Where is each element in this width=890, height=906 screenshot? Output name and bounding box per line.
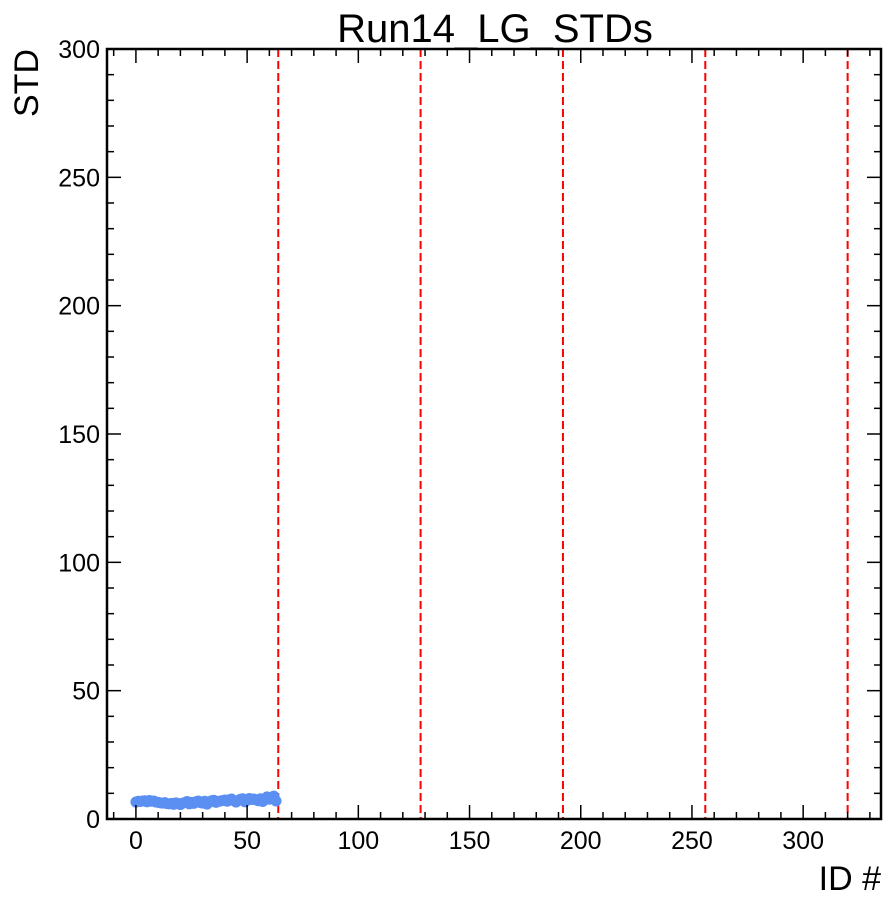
x-axis-label: ID # <box>819 860 881 898</box>
x-tick-label: 100 <box>337 827 379 855</box>
x-tick-label: 150 <box>449 827 491 855</box>
data-point <box>270 795 282 807</box>
x-tick-label: 50 <box>233 827 261 855</box>
y-tick-label: 0 <box>86 806 100 834</box>
x-tick-label: 250 <box>671 827 713 855</box>
y-tick-label: 100 <box>58 549 100 577</box>
y-tick-label: 50 <box>72 678 100 706</box>
axis-ticks <box>107 48 881 820</box>
y-tick-label: 150 <box>58 421 100 449</box>
x-tick-labels: 0 50 100 150 200 250 300 <box>129 827 824 855</box>
x-tick-label: 200 <box>560 827 602 855</box>
plot-frame <box>105 47 883 821</box>
y-tick-label: 200 <box>58 293 100 321</box>
x-tick-label: 300 <box>782 827 824 855</box>
y-tick-label: 300 <box>58 36 100 64</box>
y-axis-label: STD <box>8 49 46 117</box>
y-tick-label: 250 <box>58 164 100 192</box>
data-points <box>130 790 282 811</box>
x-tick-label: 0 <box>129 827 143 855</box>
chart-title: Run14_LG_STDs <box>337 7 653 51</box>
y-tick-labels: 0 50 100 150 200 250 300 <box>58 36 100 834</box>
vertical-reference-lines <box>277 49 849 819</box>
